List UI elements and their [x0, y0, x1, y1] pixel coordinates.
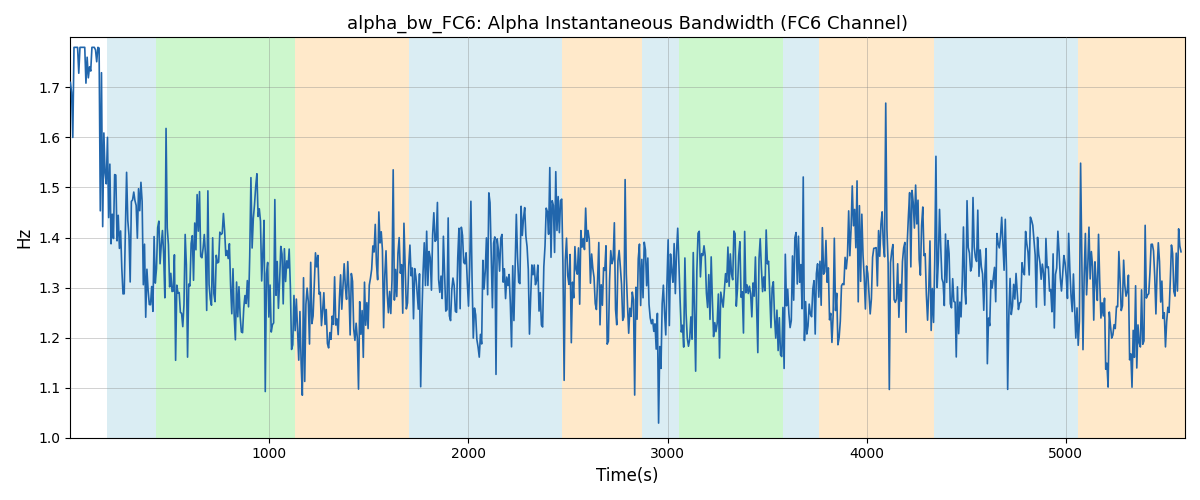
Bar [679, 38, 782, 438]
Bar [642, 38, 679, 438]
Bar [156, 38, 295, 438]
Y-axis label: Hz: Hz [14, 227, 32, 248]
Bar [818, 38, 935, 438]
Title: alpha_bw_FC6: Alpha Instantaneous Bandwidth (FC6 Channel): alpha_bw_FC6: Alpha Instantaneous Bandwi… [347, 15, 908, 34]
Bar [935, 38, 1078, 438]
Bar [562, 38, 642, 438]
Bar [782, 38, 818, 438]
Bar [295, 38, 409, 438]
Bar [409, 38, 562, 438]
X-axis label: Time(s): Time(s) [596, 467, 659, 485]
Bar [1078, 38, 1186, 438]
Bar [107, 38, 156, 438]
